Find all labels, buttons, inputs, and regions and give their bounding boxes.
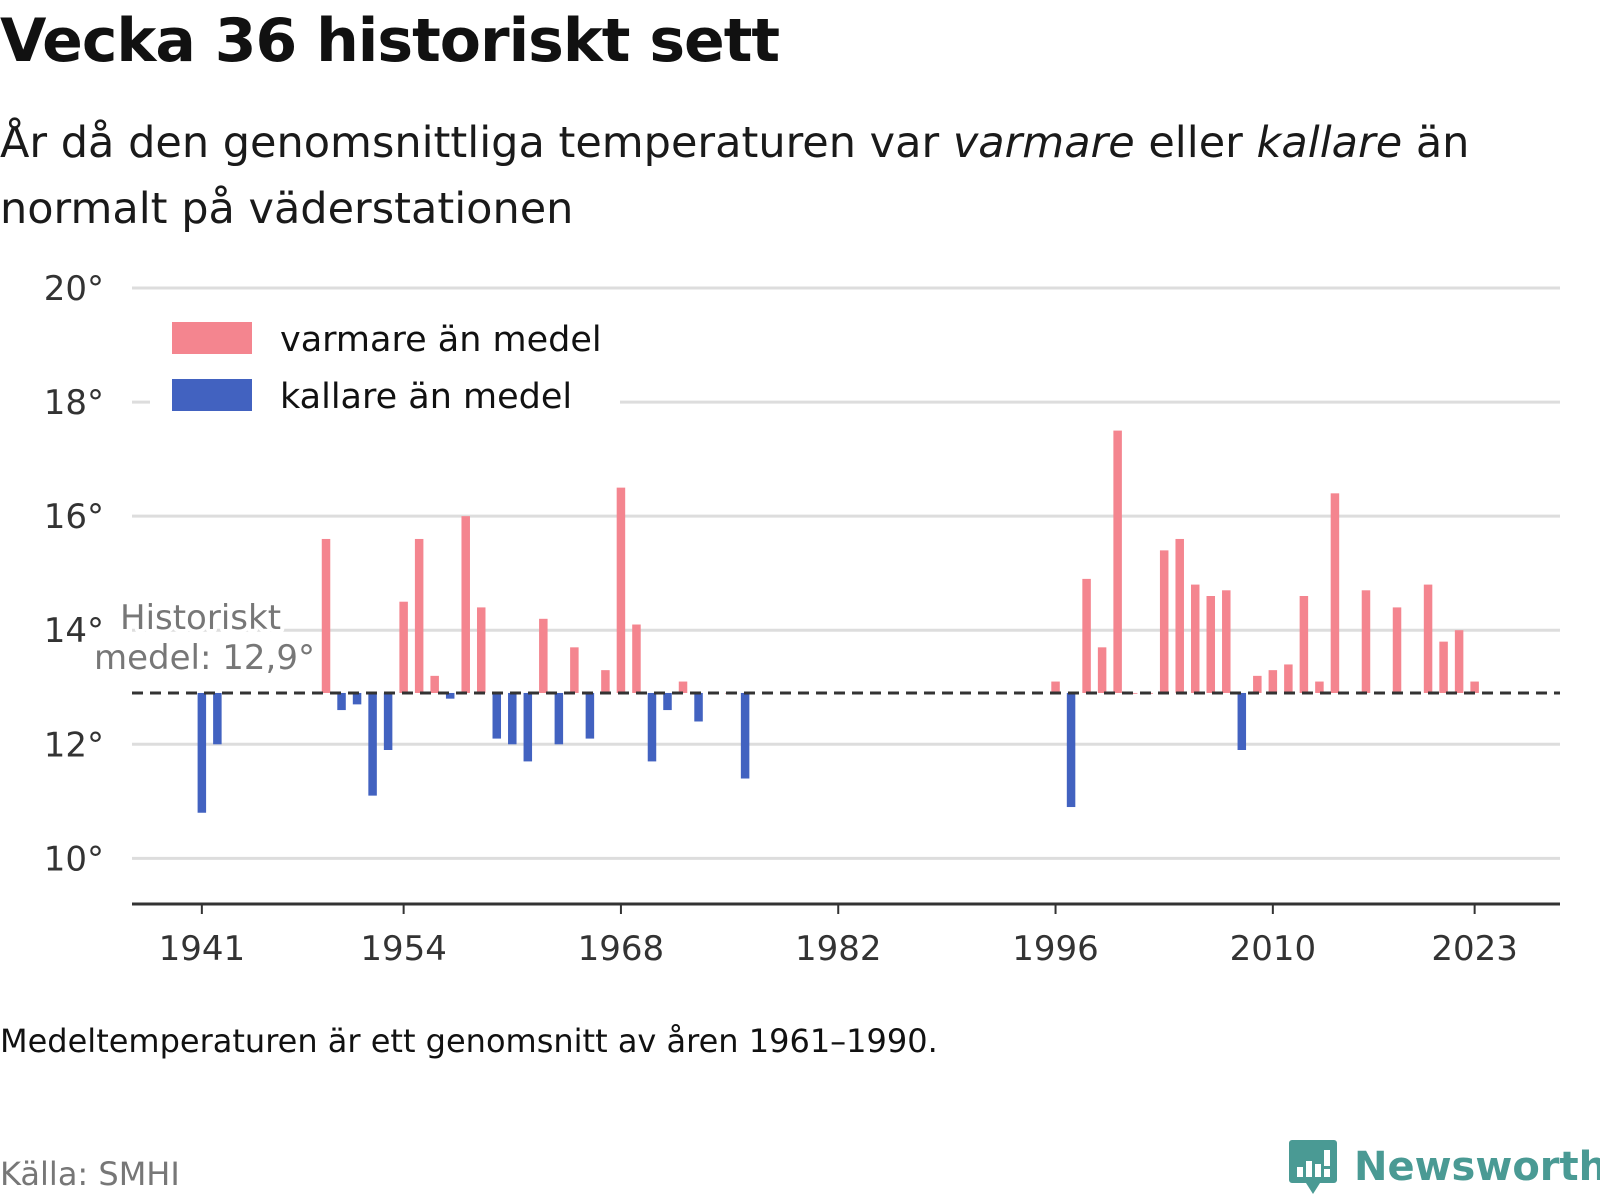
subtitle-emphasis-colder: kallare	[1256, 118, 1403, 168]
newsworthy-logo-icon	[1289, 1140, 1337, 1194]
bar	[1423, 584, 1433, 693]
bar	[678, 681, 688, 693]
chart-subtitle: År då den genomsnittliga temperaturen va…	[0, 110, 1560, 242]
bar	[492, 692, 502, 739]
bar	[740, 692, 750, 779]
bar	[1237, 692, 1247, 750]
y-tick-label: 20°	[44, 269, 104, 309]
bar	[1175, 538, 1184, 693]
bar	[1113, 430, 1122, 693]
x-tick-label: 2023	[1431, 929, 1518, 969]
bar	[1299, 596, 1309, 693]
x-tick-label: 1982	[795, 929, 882, 969]
bar	[1082, 578, 1091, 693]
bar	[1454, 630, 1464, 693]
bar	[1128, 692, 1138, 694]
bar	[570, 647, 579, 693]
brand: Newsworthy	[1288, 1138, 1600, 1196]
chart-title: Vecka 36 historiskt sett	[0, 6, 780, 76]
bar	[1097, 647, 1107, 693]
bar	[1470, 681, 1479, 693]
bar	[1330, 493, 1340, 693]
bar	[213, 692, 222, 745]
x-tick-label: 2010	[1230, 929, 1317, 969]
annotation-line: medel: 12,9°	[94, 638, 315, 678]
y-tick-label: 10°	[44, 839, 104, 879]
x-tick-label: 1968	[578, 929, 665, 969]
bar	[1284, 664, 1293, 693]
subtitle-text-3: än normalt på väderstationen	[0, 118, 1470, 234]
bar	[1051, 681, 1060, 693]
y-tick-label: 12°	[44, 725, 104, 765]
bar	[1222, 590, 1231, 693]
bar	[601, 670, 610, 693]
x-tick-label: 1954	[360, 929, 447, 969]
bar	[1439, 641, 1448, 693]
legend-label: kallare än medel	[280, 377, 572, 417]
bar	[368, 692, 377, 796]
legend-swatch	[172, 322, 252, 354]
bar	[632, 624, 641, 693]
footnote: Medeltemperaturen är ett genomsnitt av å…	[0, 1022, 938, 1060]
bar	[1206, 596, 1216, 693]
y-tick-label: 18°	[44, 383, 104, 423]
bar	[508, 692, 517, 745]
legend-label: varmare än medel	[280, 320, 602, 360]
bar	[1392, 607, 1402, 693]
source-credit: Källa: SMHI	[0, 1155, 180, 1193]
bar	[523, 692, 533, 762]
x-ticks: 1941 1954 1968 1982 1996 2010 2023	[159, 904, 1518, 969]
bar	[647, 692, 657, 762]
bar	[476, 607, 486, 693]
bar	[461, 516, 470, 693]
bar	[1159, 550, 1169, 693]
bar	[430, 675, 439, 693]
grid-lines	[132, 286, 1560, 860]
bar	[663, 692, 672, 711]
y-tick-labels: 10° 12° 14° 16° 18° 20°	[44, 269, 104, 879]
bar	[399, 601, 408, 693]
x-tick-label: 1941	[159, 929, 246, 969]
bar	[1253, 675, 1262, 693]
annotation-line: Historiskt	[120, 598, 281, 638]
bar	[1361, 590, 1371, 693]
brand-name: Newsworthy	[1354, 1144, 1600, 1190]
bar	[616, 487, 626, 693]
subtitle-text-2: eller	[1134, 118, 1257, 168]
bar	[383, 692, 393, 750]
bar	[321, 538, 331, 693]
bar	[197, 692, 207, 813]
bar	[1066, 692, 1076, 808]
bar	[1315, 681, 1324, 693]
subtitle-emphasis-warmer: varmare	[952, 118, 1135, 168]
bar	[445, 692, 455, 699]
legend: varmare än medel kallare än medel	[150, 306, 620, 424]
y-tick-label: 14°	[44, 611, 104, 651]
bar	[1268, 670, 1278, 693]
bar	[414, 538, 424, 693]
bars	[197, 430, 1479, 813]
x-tick-label: 1996	[1012, 929, 1099, 969]
bar	[554, 692, 564, 745]
y-tick-label: 16°	[44, 497, 104, 537]
bar	[337, 692, 346, 711]
bar	[352, 692, 362, 705]
bar	[585, 692, 595, 739]
subtitle-text-1: År då den genomsnittliga temperaturen va…	[0, 118, 953, 168]
legend-swatch	[172, 379, 252, 411]
bar	[1190, 584, 1200, 693]
bar	[539, 618, 548, 693]
bar	[694, 692, 703, 722]
